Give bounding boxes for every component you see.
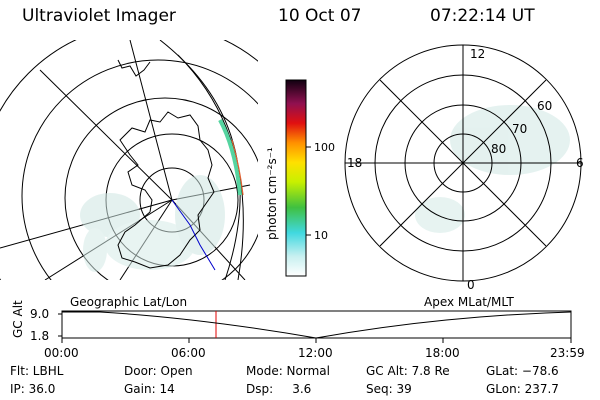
info-glon: GLon: 237.7 xyxy=(486,382,559,396)
mlt-0: 0 xyxy=(467,278,475,292)
timeline-xtick-1200: 12:00 xyxy=(298,346,333,360)
colorbar-tick-10: 10 xyxy=(314,229,328,242)
info-gain: Gain: 14 xyxy=(124,382,175,396)
mlat-70: 70 xyxy=(512,122,527,136)
mlt-18: 18 xyxy=(347,156,362,170)
colorbar-unit-label: photon cm⁻²s⁻¹ xyxy=(265,147,279,240)
timeline-ytick-9: 9.0 xyxy=(30,307,50,321)
info-glat: GLat: −78.6 xyxy=(486,364,559,378)
app-title: Ultraviolet Imager xyxy=(22,6,176,26)
mlt-12: 12 xyxy=(470,47,485,61)
colorbar-tick-100: 100 xyxy=(314,141,335,154)
timeline-ytick-1: 1.8 xyxy=(30,329,50,343)
info-seq: Seq: 39 xyxy=(366,382,412,396)
mlat-80: 80 xyxy=(491,142,506,156)
mlat-60: 60 xyxy=(537,99,552,113)
timeline-ylabel: GC Alt xyxy=(11,300,25,338)
info-filter: Flt: LBHL xyxy=(10,364,64,378)
right-panel-caption: Apex MLat/MLT xyxy=(424,295,514,309)
timeline-xtick-0000: 00:00 xyxy=(44,346,79,360)
mlt-6: 6 xyxy=(576,156,584,170)
info-mode: Mode: Normal xyxy=(246,364,330,378)
info-ip: IP: 36.0 xyxy=(10,382,56,396)
info-door: Door: Open xyxy=(124,364,193,378)
left-panel-caption: Geographic Lat/Lon xyxy=(70,295,188,309)
timeline-xtick-2359: 23:59 xyxy=(550,346,585,360)
timeline-xtick-0600: 06:00 xyxy=(171,346,206,360)
timeline-xtick-1800: 18:00 xyxy=(425,346,460,360)
time-label: 07:22:14 UT xyxy=(430,6,535,26)
date-label: 10 Oct 07 xyxy=(278,6,362,26)
info-dsp: Dsp: 3.6 xyxy=(246,382,312,396)
info-gc-alt: GC Alt: 7.8 Re xyxy=(366,364,450,378)
